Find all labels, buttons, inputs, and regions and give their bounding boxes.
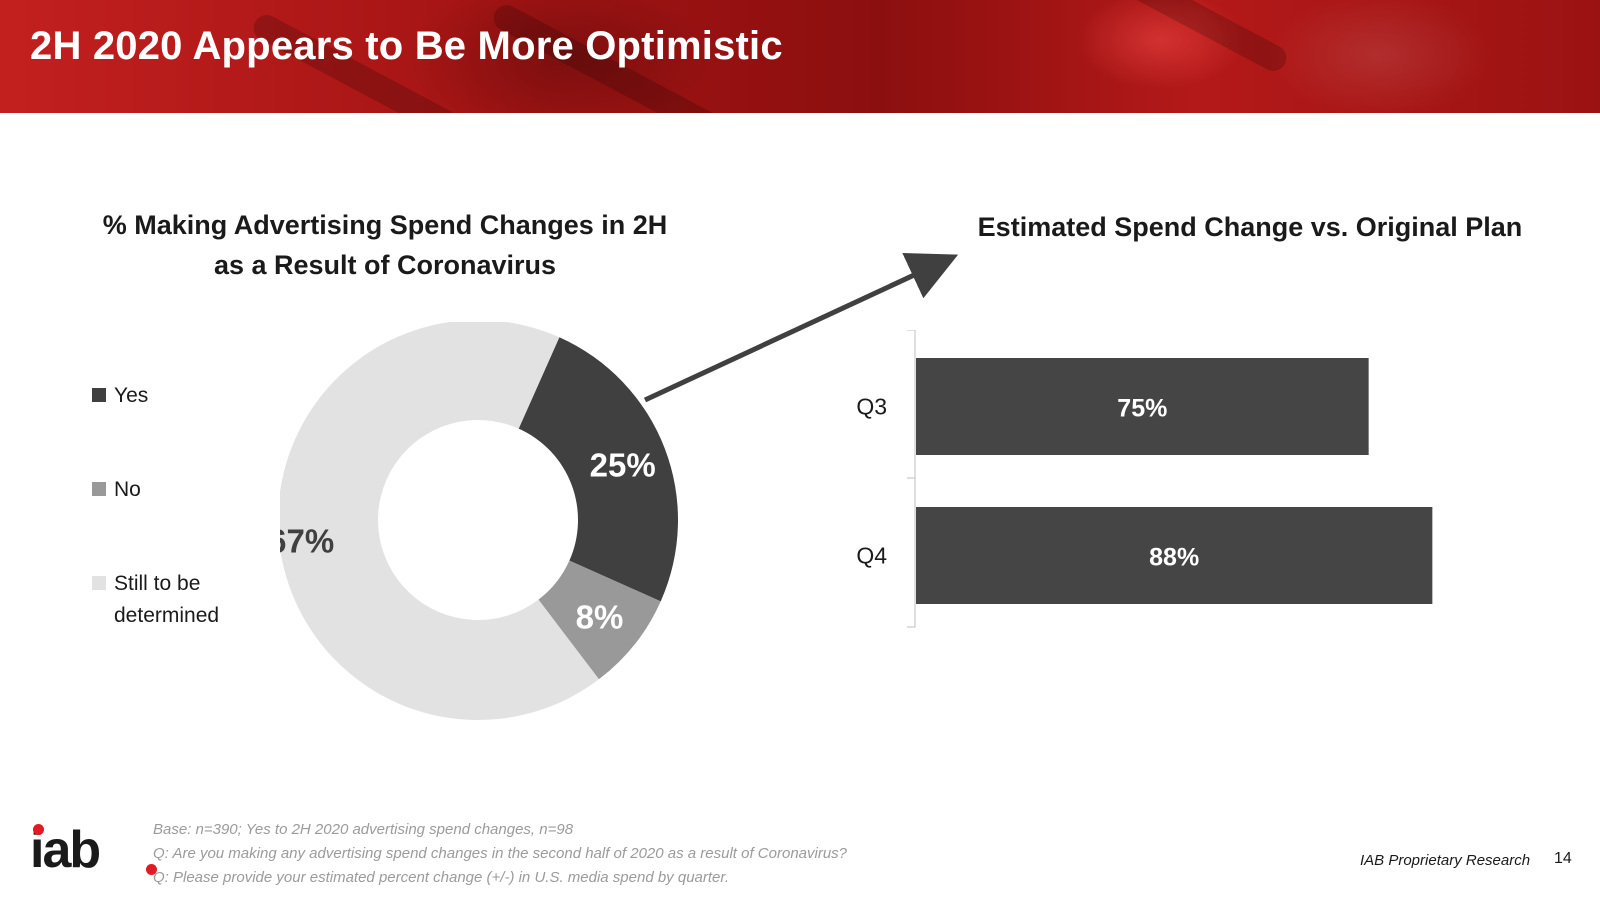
page-title: 2H 2020 Appears to Be More Optimistic (30, 24, 783, 68)
legend-swatch-no (92, 482, 106, 496)
legend-label-tbd-line: determined (114, 604, 220, 627)
callout-arrow-line (643, 252, 959, 403)
donut-chart: 25% 8% 67% (280, 322, 678, 720)
legend-swatch-tbd (92, 576, 106, 590)
donut-slice-yes (518, 337, 678, 602)
legend-label-tbd-line: Still to be (114, 572, 201, 595)
footer-notes: Base: n=390; Yes to 2H 2020 advertising … (153, 818, 847, 890)
bar-category-label: Q3 (856, 394, 887, 420)
bar-q4 (916, 507, 1433, 604)
legend-label-tbd: Still to be determined (114, 568, 264, 632)
footer-note: Q: Are you making any advertising spend … (153, 845, 848, 862)
page-number: 14 (1554, 850, 1572, 867)
donut-chart-title: % Making Advertising Spend Changes in 2H… (60, 205, 710, 285)
footer-note: Q: Please provide your estimated percent… (153, 869, 729, 886)
legend-item-no: No (92, 474, 292, 506)
logo-dot-icon (33, 824, 44, 835)
donut-chart-title-line: as a Result of Coronavirus (213, 250, 557, 280)
footer-note: Base: n=390; Yes to 2H 2020 advertising … (153, 821, 574, 838)
source-label: IAB Proprietary Research (1360, 852, 1531, 869)
header-banner: 2H 2020 Appears to Be More Optimistic (0, 0, 1600, 113)
legend-item-tbd: Still to be determined (92, 568, 292, 632)
bar-q3 (916, 358, 1369, 455)
donut-chart-title-line: % Making Advertising Spend Changes in 2H (102, 210, 668, 240)
iab-logo: iab (30, 821, 157, 879)
legend-swatch-yes (92, 388, 106, 402)
donut-slice-tbd (280, 322, 599, 720)
logo-dot-icon (146, 864, 157, 875)
bar-value-label: 75% (1117, 395, 1167, 423)
donut-label-tbd: 67% (280, 522, 334, 559)
bar-chart-title: Estimated Spend Change vs. Original Plan (977, 212, 1523, 242)
legend-item-yes: Yes (92, 380, 292, 412)
bar-value-label: 88% (1149, 544, 1199, 572)
legend-label-no: No (114, 478, 141, 501)
bar-chart: Q3 75% Q4 88% (856, 330, 1433, 628)
donut-label-yes: 25% (590, 446, 656, 483)
bar-category-label: Q4 (856, 543, 887, 569)
legend-label-yes: Yes (114, 384, 149, 407)
donut-slice-no (538, 560, 661, 680)
donut-label-no: 8% (576, 598, 624, 635)
